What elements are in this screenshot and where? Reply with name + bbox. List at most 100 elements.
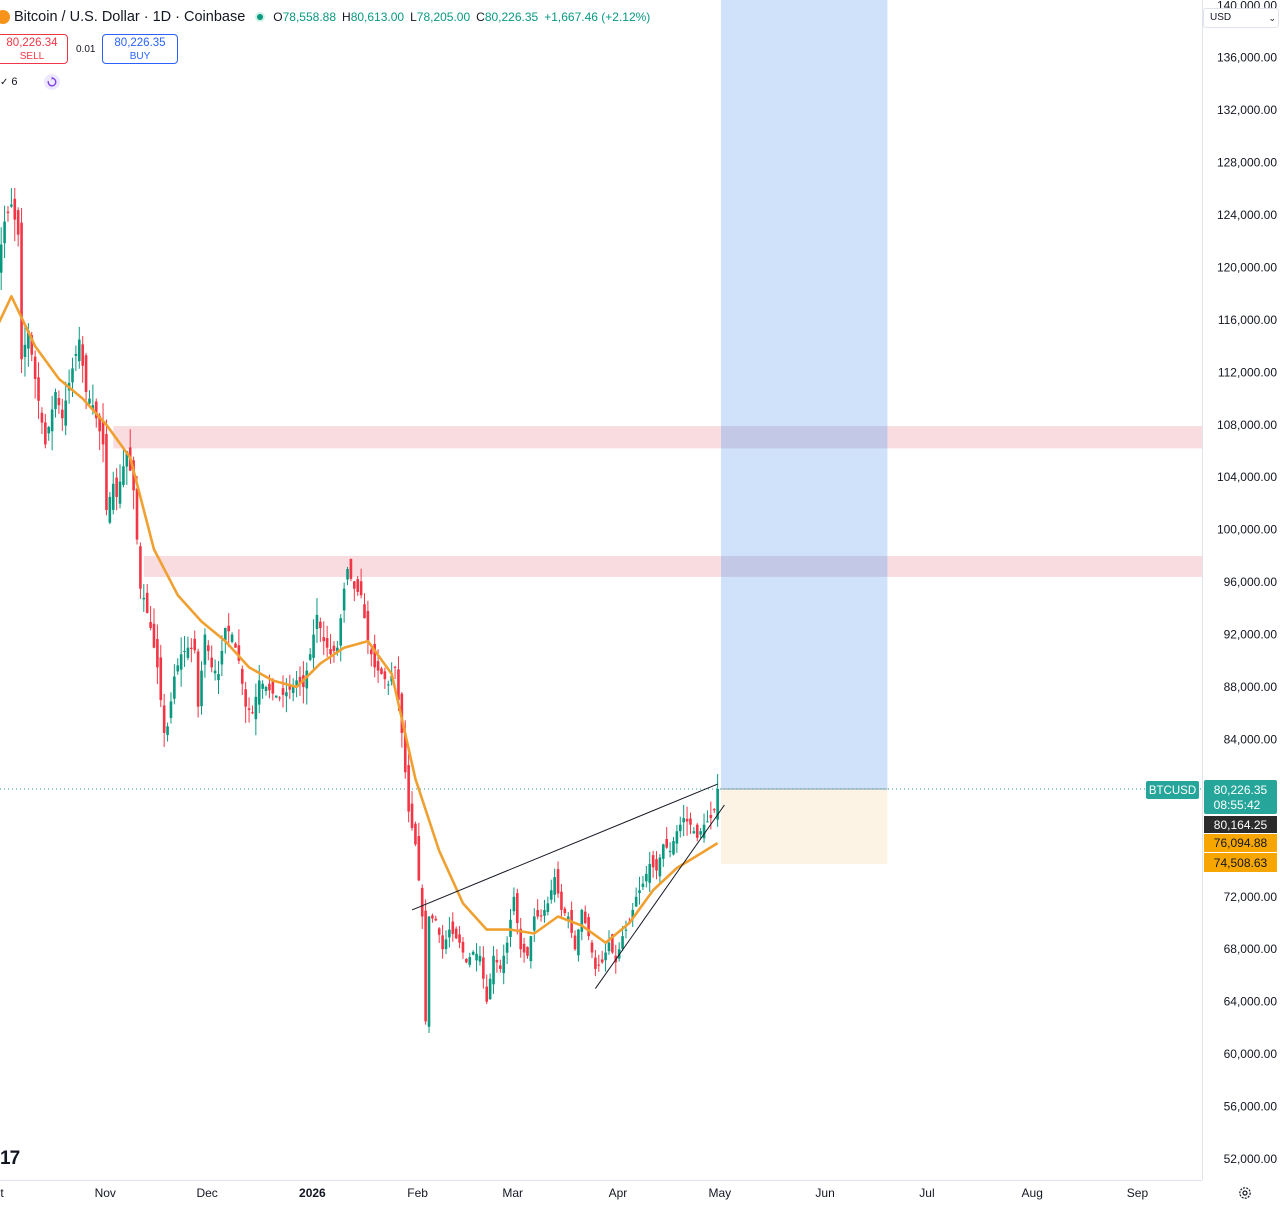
price-tick-label: 88,000.00 bbox=[1224, 680, 1278, 694]
candle-body bbox=[115, 477, 118, 497]
candle-body bbox=[638, 890, 641, 894]
candle-body bbox=[71, 368, 74, 383]
candle-body bbox=[553, 877, 556, 895]
buy-button[interactable]: 80,226.35 BUY bbox=[102, 34, 178, 64]
candle-body bbox=[54, 392, 57, 410]
candle-body bbox=[604, 952, 607, 961]
ohlc-close-value: 80,226.35 bbox=[484, 10, 539, 24]
candle-body bbox=[410, 803, 414, 828]
symbol-title[interactable]: Bitcoin / U.S. Dollar · 1D · Coinbase bbox=[14, 9, 246, 25]
candle-body bbox=[699, 831, 702, 835]
candle-body bbox=[152, 623, 156, 648]
candle-body bbox=[689, 818, 692, 825]
candle-body bbox=[356, 579, 360, 592]
trendlines-layer[interactable] bbox=[411, 783, 725, 989]
candle-body bbox=[173, 676, 176, 699]
candle-body bbox=[203, 634, 207, 665]
ohlc-open-value: 78,558.88 bbox=[282, 10, 337, 24]
candle-body bbox=[651, 855, 655, 868]
candle-body bbox=[502, 955, 506, 974]
candle-body bbox=[271, 679, 275, 694]
candle-body bbox=[84, 355, 88, 393]
symbol-badge-bg bbox=[1146, 781, 1199, 799]
candle-body bbox=[166, 726, 169, 736]
candle-body bbox=[33, 356, 37, 379]
candle-body bbox=[678, 824, 682, 832]
candle-body bbox=[135, 488, 139, 540]
ohlc-high: H80,613.00 bbox=[342, 10, 404, 24]
sell-price: 80,226.34 bbox=[6, 37, 58, 49]
candle-body bbox=[210, 657, 214, 668]
candle-body bbox=[10, 204, 13, 207]
candle-body bbox=[91, 405, 95, 411]
time-tick-label: Aug bbox=[1022, 1186, 1043, 1200]
candle-body bbox=[77, 339, 81, 362]
candle-body bbox=[125, 451, 129, 467]
candle-body bbox=[465, 958, 468, 963]
candle-body bbox=[448, 929, 451, 938]
candle-body bbox=[482, 957, 485, 979]
moving-average-layer bbox=[0, 295, 719, 944]
time-tick-label: Feb bbox=[407, 1186, 428, 1200]
time-tick-label: May bbox=[709, 1186, 732, 1200]
candle-body bbox=[682, 818, 685, 823]
candle-body bbox=[522, 943, 526, 953]
candle-body bbox=[230, 634, 234, 643]
candle-body bbox=[359, 581, 363, 596]
bar-countdown: 08:55:42 bbox=[1214, 798, 1261, 812]
candle-body bbox=[369, 649, 373, 655]
candle-body bbox=[281, 688, 285, 695]
candle-body bbox=[407, 765, 410, 812]
candle-body bbox=[695, 824, 699, 838]
candle-body bbox=[325, 638, 329, 648]
candle-body bbox=[20, 222, 23, 360]
candle-body bbox=[244, 689, 247, 707]
candle-body bbox=[519, 928, 522, 950]
candle-body bbox=[193, 638, 197, 651]
currency-select[interactable]: USD ⌄ bbox=[1203, 8, 1279, 28]
ohlc-low-value: 78,205.00 bbox=[416, 10, 471, 24]
resistance-zone-lower bbox=[143, 555, 1202, 577]
price-tick-label: 68,000.00 bbox=[1224, 942, 1278, 956]
buy-label: BUY bbox=[129, 51, 151, 62]
long-position-tool[interactable] bbox=[721, 0, 888, 864]
indicators-count[interactable]: 6 bbox=[11, 76, 18, 88]
candle-body bbox=[376, 661, 380, 671]
candle-body bbox=[264, 687, 268, 692]
time-scale[interactable]: t Nov Dec 2026 Feb Mar Apr May Jun Jul Aug Sep bbox=[0, 1186, 1148, 1200]
price-scale[interactable]: 140,000.00136,000.00132,000.00128,000.00… bbox=[1217, 0, 1277, 1166]
candle-body bbox=[50, 409, 54, 432]
candle-body bbox=[573, 935, 577, 950]
candle-body bbox=[254, 696, 258, 720]
stop-zone bbox=[721, 788, 888, 864]
candle-body bbox=[499, 965, 502, 969]
price-badge-2: 80,164.25 bbox=[1214, 818, 1268, 832]
candle-body bbox=[37, 377, 40, 401]
ohlc-open-label: O bbox=[273, 10, 283, 24]
candle-body bbox=[692, 831, 696, 834]
sync-icon[interactable] bbox=[43, 74, 60, 90]
sell-button[interactable]: 80,226.34 SELL bbox=[0, 34, 68, 64]
candle-body bbox=[111, 483, 115, 510]
candle-body bbox=[590, 942, 594, 953]
time-tick-label: Apr bbox=[609, 1186, 628, 1200]
indicators-chevron-icon[interactable]: ✓ bbox=[0, 76, 9, 88]
last-price-badge-bg bbox=[1204, 780, 1277, 814]
price-tick-label: 52,000.00 bbox=[1224, 1152, 1278, 1166]
market-open-icon bbox=[255, 12, 266, 22]
candle-body bbox=[373, 643, 376, 668]
settings-icon[interactable] bbox=[1238, 1186, 1252, 1200]
candle-body bbox=[431, 915, 434, 919]
candle-body bbox=[712, 809, 716, 811]
resistance-zone-lower-overlap bbox=[721, 555, 888, 577]
indicators-row: ✓ 6 bbox=[0, 74, 60, 90]
candle-body bbox=[414, 823, 417, 845]
candle-body bbox=[142, 597, 146, 600]
price-tick-label: 136,000.00 bbox=[1217, 51, 1277, 65]
currency-value: USD bbox=[1210, 12, 1232, 23]
time-tick-label: Sep bbox=[1127, 1186, 1149, 1200]
time-tick-label: 2026 bbox=[299, 1186, 326, 1200]
candle-body bbox=[662, 844, 665, 859]
bitcoin-icon bbox=[0, 10, 10, 24]
